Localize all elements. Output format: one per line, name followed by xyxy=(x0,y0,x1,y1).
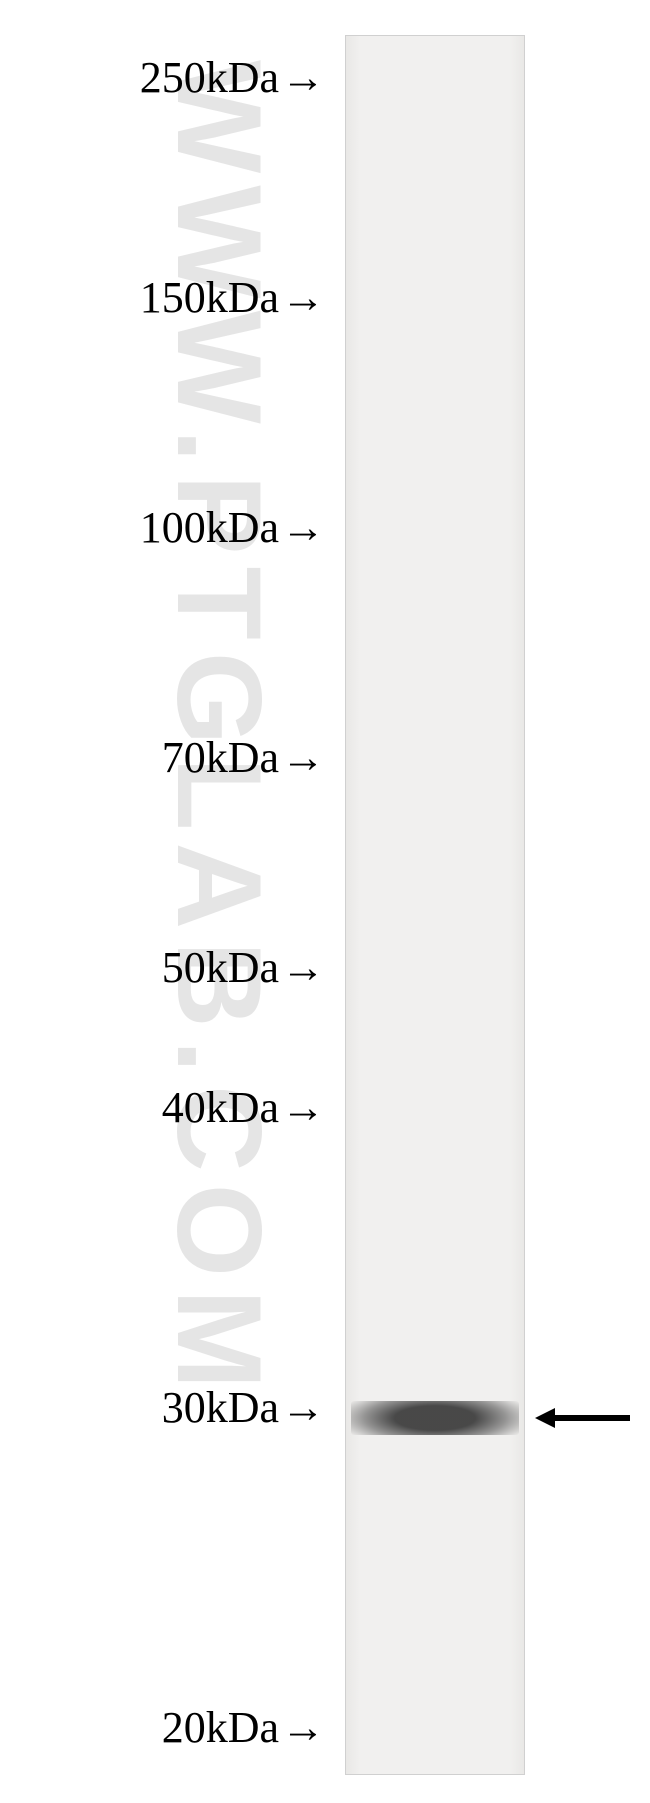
ladder-unit: kDa xyxy=(206,1702,279,1753)
ladder-unit: kDa xyxy=(206,1082,279,1133)
ladder-marker-250: 250 kDa→ xyxy=(140,52,325,103)
ladder-marker-label: 20 xyxy=(162,1702,206,1753)
ladder-marker-label: 150 xyxy=(140,272,206,323)
ladder-marker-20: 20 kDa→ xyxy=(162,1702,325,1753)
ladder-marker-label: 40 xyxy=(162,1082,206,1133)
western-blot-figure: WWW.PTGLAB.COM 250 kDa→150 kDa→100 kDa→7… xyxy=(0,0,650,1803)
blot-lane xyxy=(345,35,525,1775)
ladder-marker-70: 70 kDa→ xyxy=(162,732,325,783)
ladder-unit: kDa xyxy=(206,272,279,323)
arrow-right-icon: → xyxy=(281,502,325,553)
ladder-unit: kDa xyxy=(206,732,279,783)
ladder-marker-50: 50 kDa→ xyxy=(162,942,325,993)
arrow-right-icon: → xyxy=(281,1702,325,1753)
arrow-right-icon: → xyxy=(281,1082,325,1133)
arrow-right-icon: → xyxy=(281,942,325,993)
band-indicator-arrow xyxy=(535,1404,630,1432)
ladder-marker-label: 100 xyxy=(140,502,206,553)
ladder-marker-40: 40 kDa→ xyxy=(162,1082,325,1133)
arrow-right-icon: → xyxy=(281,732,325,783)
ladder-marker-label: 30 xyxy=(162,1382,206,1433)
ladder-unit: kDa xyxy=(206,1382,279,1433)
ladder-marker-30: 30 kDa→ xyxy=(162,1382,325,1433)
ladder-marker-label: 250 xyxy=(140,52,206,103)
ladder-marker-100: 100 kDa→ xyxy=(140,502,325,553)
ladder-unit: kDa xyxy=(206,52,279,103)
arrow-right-icon: → xyxy=(281,1382,325,1433)
ladder-marker-label: 70 xyxy=(162,732,206,783)
arrow-right-icon: → xyxy=(281,52,325,103)
target-band xyxy=(351,1401,519,1435)
ladder-marker-label: 50 xyxy=(162,942,206,993)
arrow-left-icon xyxy=(535,1404,630,1432)
arrow-right-icon: → xyxy=(281,272,325,323)
ladder-marker-150: 150 kDa→ xyxy=(140,272,325,323)
ladder-unit: kDa xyxy=(206,502,279,553)
ladder-unit: kDa xyxy=(206,942,279,993)
watermark-text: WWW.PTGLAB.COM xyxy=(150,60,288,1401)
